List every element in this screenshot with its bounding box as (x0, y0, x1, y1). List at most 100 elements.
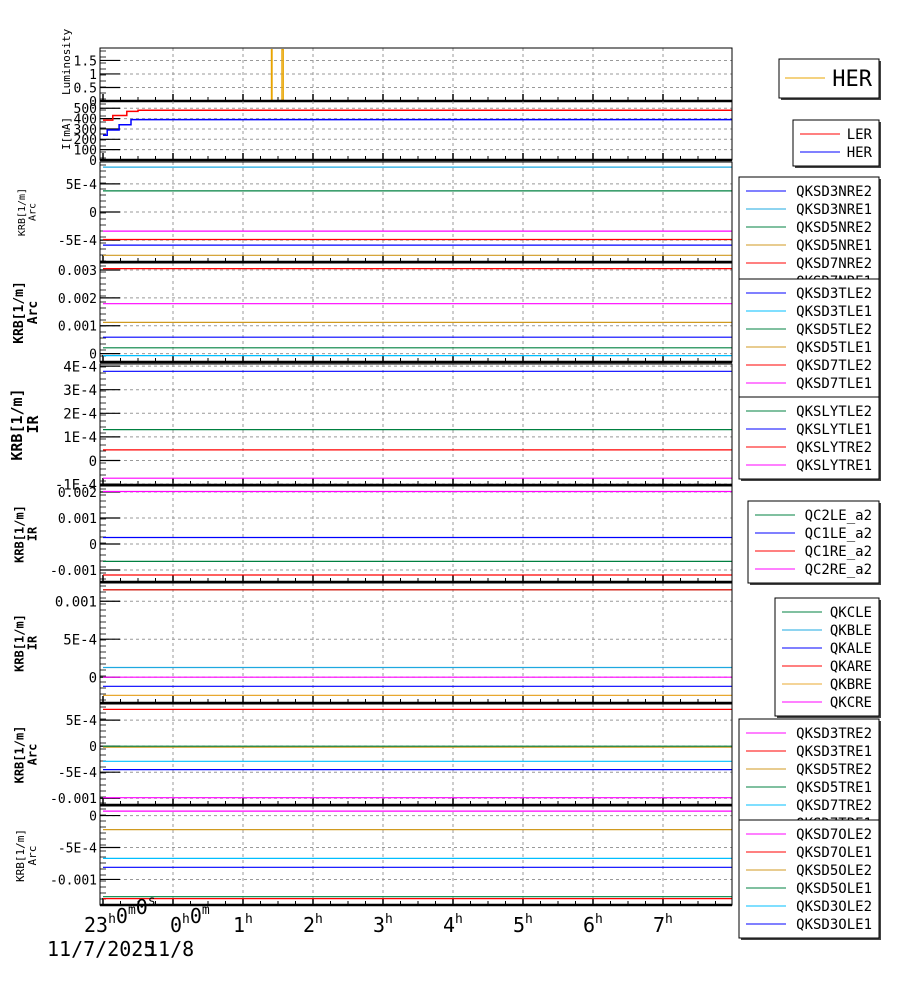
panel-2: -5E-4 0 5E-4 KRB[1/m] Arc QKSD3NRE2 QKSD3NRE1 Q… (17, 161, 881, 297)
legend-entry-QKSD7OLE2: QKSD7OLE2 (796, 827, 872, 843)
legend-entry-QC1LE_a2: QC1LE_a2 (805, 526, 872, 542)
legend-entry-QC2LE_a2: QC2LE_a2 (805, 508, 872, 524)
legend-entry-QKSD5OLE1: QKSD5OLE1 (796, 881, 872, 897)
y-tick-label: 0.002 (58, 292, 97, 307)
x-tick-label: 23h0m0s (84, 894, 156, 937)
legend-entry-QKSD5TRE1: QKSD5TRE1 (796, 780, 872, 796)
legend-entry-HER: HER (832, 67, 872, 92)
y-tick-label: 4E-4 (63, 359, 97, 375)
y-tick-label: 0 (89, 454, 97, 470)
plot-frame (99, 161, 733, 263)
legend-entry-QKSD7OLE1: QKSD7OLE1 (796, 845, 872, 861)
panel-7: -0.001 -5E-4 0 5E-4 KRB[1/m]Arc QKSD3TRE2 QKSD… (13, 703, 881, 839)
y-tick-label: 1E-4 (63, 430, 97, 446)
legend-entry-HER: HER (847, 145, 873, 161)
y-tick-label: 5E-4 (66, 178, 97, 193)
y-axis-label: I[mA] (60, 117, 73, 150)
y-tick-label: 0.001 (55, 595, 97, 611)
legend-entry-QC1RE_a2: QC1RE_a2 (805, 544, 872, 560)
y-axis-label: KRB[1/m] (14, 829, 27, 882)
y-tick-label: -5E-4 (58, 234, 97, 249)
legend-entry-QKSD3TRE2: QKSD3TRE2 (796, 726, 872, 742)
legend-entry-QKSD7NRE2: QKSD7NRE2 (796, 256, 872, 272)
legend-entry-QKSD3OLE2: QKSD3OLE2 (796, 899, 872, 915)
y-tick-label: 0.002 (58, 486, 97, 501)
y-tick-label: -5E-4 (58, 841, 97, 856)
legend-entry-QKSD3OLE1: QKSD3OLE1 (796, 917, 872, 933)
y-tick-label: 0.001 (58, 320, 97, 335)
panel-5: -0.001 0 0.001 0.002 KRB[1/m]IR QC2LE_a2 QC1LE… (13, 485, 881, 585)
y-tick-label: 0 (89, 348, 97, 363)
x-tick-label: 1h (233, 912, 253, 937)
y-tick-label: 0 (89, 206, 97, 221)
y-tick-label: 0 (89, 538, 97, 553)
legend-entry-QKSD5OLE2: QKSD5OLE2 (796, 863, 872, 879)
legend-entry-QKSD7TLE2: QKSD7TLE2 (796, 358, 872, 374)
y-axis-label: KRB[1/m] (12, 281, 27, 344)
plot-frame (99, 262, 733, 363)
y-tick-label: 0 (89, 810, 97, 825)
legend-entry-QKBRE: QKBRE (830, 677, 872, 693)
legend-entry-QKCLE: QKCLE (830, 605, 872, 621)
series-line-HER (103, 49, 732, 102)
x-date-label: 11/7/2025 (47, 937, 155, 961)
y-tick-label: -0.001 (50, 564, 97, 579)
y-tick-label: 500 (74, 102, 97, 117)
series-line-LER (103, 109, 732, 121)
series-line-HER (103, 118, 732, 136)
legend-box (774, 597, 880, 717)
legend-entry-QKSD3TLE1: QKSD3TLE1 (796, 304, 872, 320)
y-tick-label: 300 (74, 123, 97, 138)
legend-entry-QKALE: QKALE (830, 641, 872, 657)
y-tick-label: 200 (74, 133, 97, 148)
legend-entry-QKSD5TLE2: QKSD5TLE2 (796, 322, 872, 338)
y-tick-label: -0.001 (50, 792, 97, 807)
y-tick-label: 5E-4 (66, 714, 97, 729)
y-axis-label: Arc (25, 744, 39, 766)
legend-entry-QKBLE: QKBLE (830, 623, 872, 639)
y-tick-label: -1E-4 (55, 477, 97, 493)
legend-box (792, 119, 880, 167)
y-tick-label: 0.003 (58, 264, 97, 279)
x-tick-label: 6h (583, 912, 603, 937)
y-tick-label: 1.5 (74, 54, 97, 69)
y-axis-label: Luminosity (60, 28, 73, 95)
plot-frame (99, 47, 733, 102)
plot-frame (99, 805, 733, 906)
y-axis-label: KRB[1/m] (17, 188, 28, 236)
y-axis-label: IR (25, 526, 39, 541)
legend-box (738, 718, 880, 838)
y-tick-label: 1 (89, 68, 97, 83)
y-axis-label: KRB[1/m] (13, 726, 27, 784)
x-tick-label: 4h (443, 912, 463, 937)
legend-entry-QKSD3TRE1: QKSD3TRE1 (796, 744, 872, 760)
y-tick-label: 0 (89, 95, 97, 110)
y-tick-label: 0.001 (58, 512, 97, 527)
y-axis-label: Arc (26, 846, 39, 866)
y-axis-label: KRB[1/m] (13, 614, 27, 672)
legend-entry-QKSD7TRE2: QKSD7TRE2 (796, 798, 872, 814)
y-tick-label: 100 (74, 144, 97, 159)
x-tick-label: 5h (513, 912, 533, 937)
x-tick-label: 3h (373, 912, 393, 937)
panel-6: 0 5E-4 0.001 KRB[1/m]IR QKCLE QKBLE QKALE QKARE… (13, 582, 881, 718)
x-tick-label: 2h (303, 912, 323, 937)
y-tick-label: 0 (89, 670, 97, 686)
plot-frame (99, 582, 733, 704)
plot-frame (99, 363, 733, 486)
legend-entry-QKSD5NRE2: QKSD5NRE2 (796, 220, 872, 236)
y-axis-label: KRB[1/m] (8, 388, 26, 460)
y-tick-label: 2E-4 (63, 407, 97, 423)
y-tick-label: 5E-4 (63, 633, 97, 649)
legend-entry-QKSD5NRE1: QKSD5NRE1 (796, 238, 872, 254)
legend-entry-LER: LER (847, 127, 873, 143)
y-axis-label: Arc (27, 203, 38, 221)
legend-entry-QKSD3TLE2: QKSD3TLE2 (796, 286, 872, 302)
y-axis-label: IR (25, 635, 39, 650)
y-tick-label: 0 (89, 740, 97, 755)
legend-entry-QKSD3NRE2: QKSD3NRE2 (796, 184, 872, 200)
y-tick-label: 0 (89, 154, 97, 169)
y-tick-label: -0.001 (50, 873, 97, 888)
